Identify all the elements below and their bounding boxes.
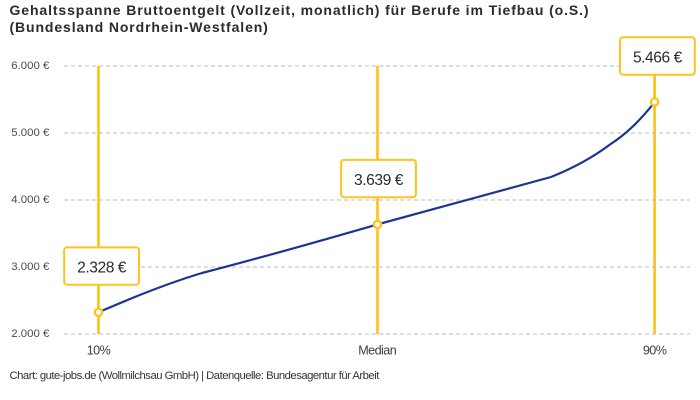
svg-text:3.000 €: 3.000 € <box>11 261 50 273</box>
svg-text:5.466 €: 5.466 € <box>633 50 683 67</box>
svg-text:Median: Median <box>358 344 397 358</box>
svg-text:90%: 90% <box>643 344 667 358</box>
svg-text:2.328 €: 2.328 € <box>77 260 127 277</box>
svg-text:4.000 €: 4.000 € <box>11 194 50 206</box>
svg-text:2.000 €: 2.000 € <box>11 328 50 340</box>
svg-text:6.000 €: 6.000 € <box>11 60 50 72</box>
svg-text:5.000 €: 5.000 € <box>11 127 50 139</box>
svg-text:3.639 €: 3.639 € <box>354 172 404 189</box>
svg-text:10%: 10% <box>87 344 111 358</box>
